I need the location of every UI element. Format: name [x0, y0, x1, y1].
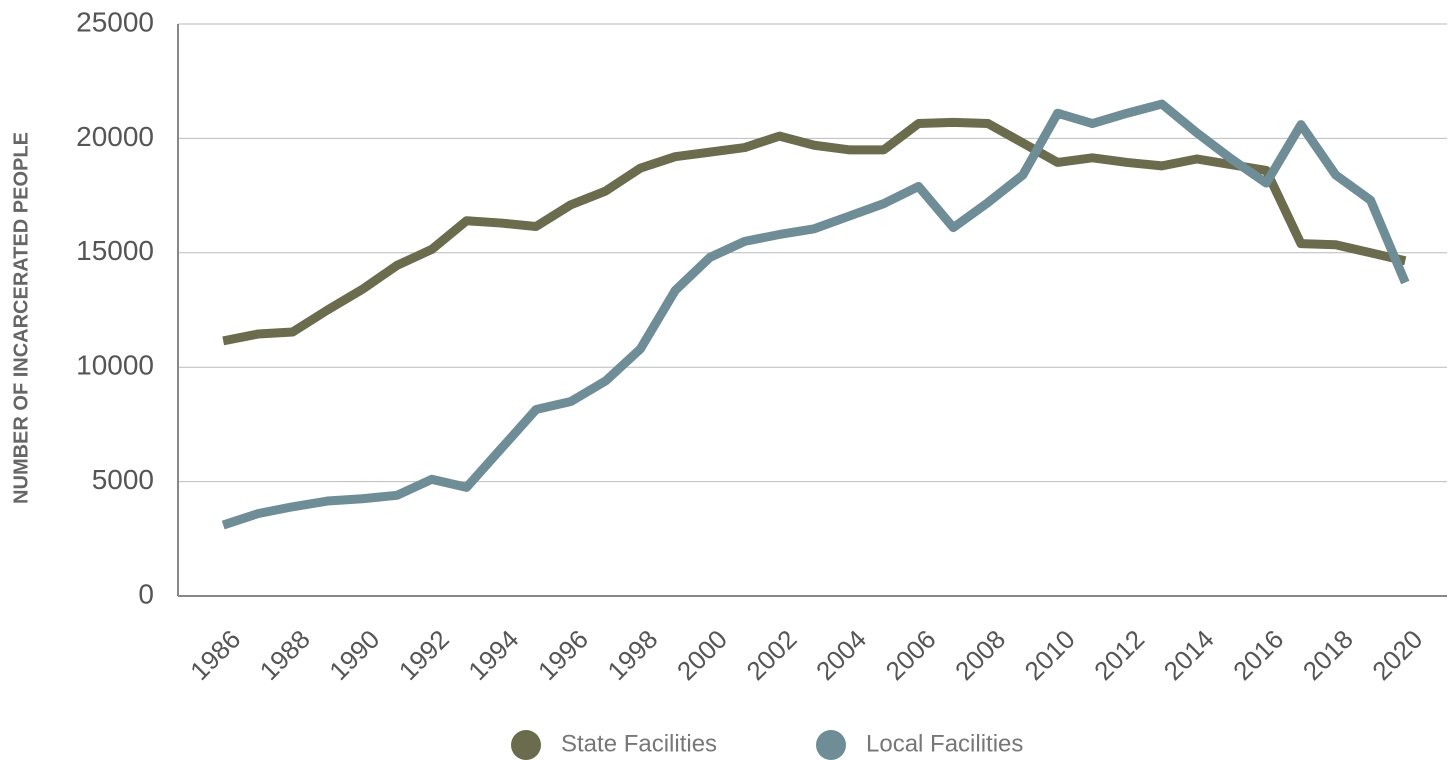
y-tick-label: 20000: [76, 121, 154, 152]
x-tick-label: 2008: [949, 624, 1011, 686]
legend-swatch: [511, 730, 541, 760]
x-tick-label: 2016: [1227, 624, 1289, 686]
x-tick-label: 1996: [532, 624, 594, 686]
x-tick-label: 1994: [462, 624, 524, 686]
y-tick-label: 15000: [76, 235, 154, 266]
legend-label: Local Facilities: [866, 730, 1023, 757]
x-tick-label: 2010: [1019, 624, 1081, 686]
x-tick-label: 1988: [254, 624, 316, 686]
y-tick-label: 0: [138, 578, 154, 609]
y-tick-label: 10000: [76, 350, 154, 381]
line: [222, 117, 1407, 346]
x-tick-label: 2002: [740, 624, 802, 686]
x-tick-label: 2014: [1158, 624, 1220, 686]
x-tick-label: 2012: [1088, 624, 1150, 686]
x-tick-label: 1992: [393, 624, 455, 686]
x-tick-label: 2020: [1366, 624, 1428, 686]
x-tick-label: 2004: [810, 624, 872, 686]
legend-label: State Facilities: [561, 730, 717, 757]
y-tick-label: 5000: [92, 464, 154, 495]
line: [221, 99, 1410, 530]
y-tick-label: 25000: [76, 6, 154, 37]
x-tick-label: 1990: [323, 624, 385, 686]
x-tick-label: 2000: [671, 624, 733, 686]
x-tick-label: 2006: [880, 624, 942, 686]
x-tick-label: 2018: [1297, 624, 1359, 686]
legend-swatch: [816, 730, 846, 760]
y-axis-label: NUMBER OF INCARCERATED PEOPLE: [10, 132, 32, 504]
x-tick-label: 1998: [601, 624, 663, 686]
x-tick-label: 1986: [184, 624, 246, 686]
